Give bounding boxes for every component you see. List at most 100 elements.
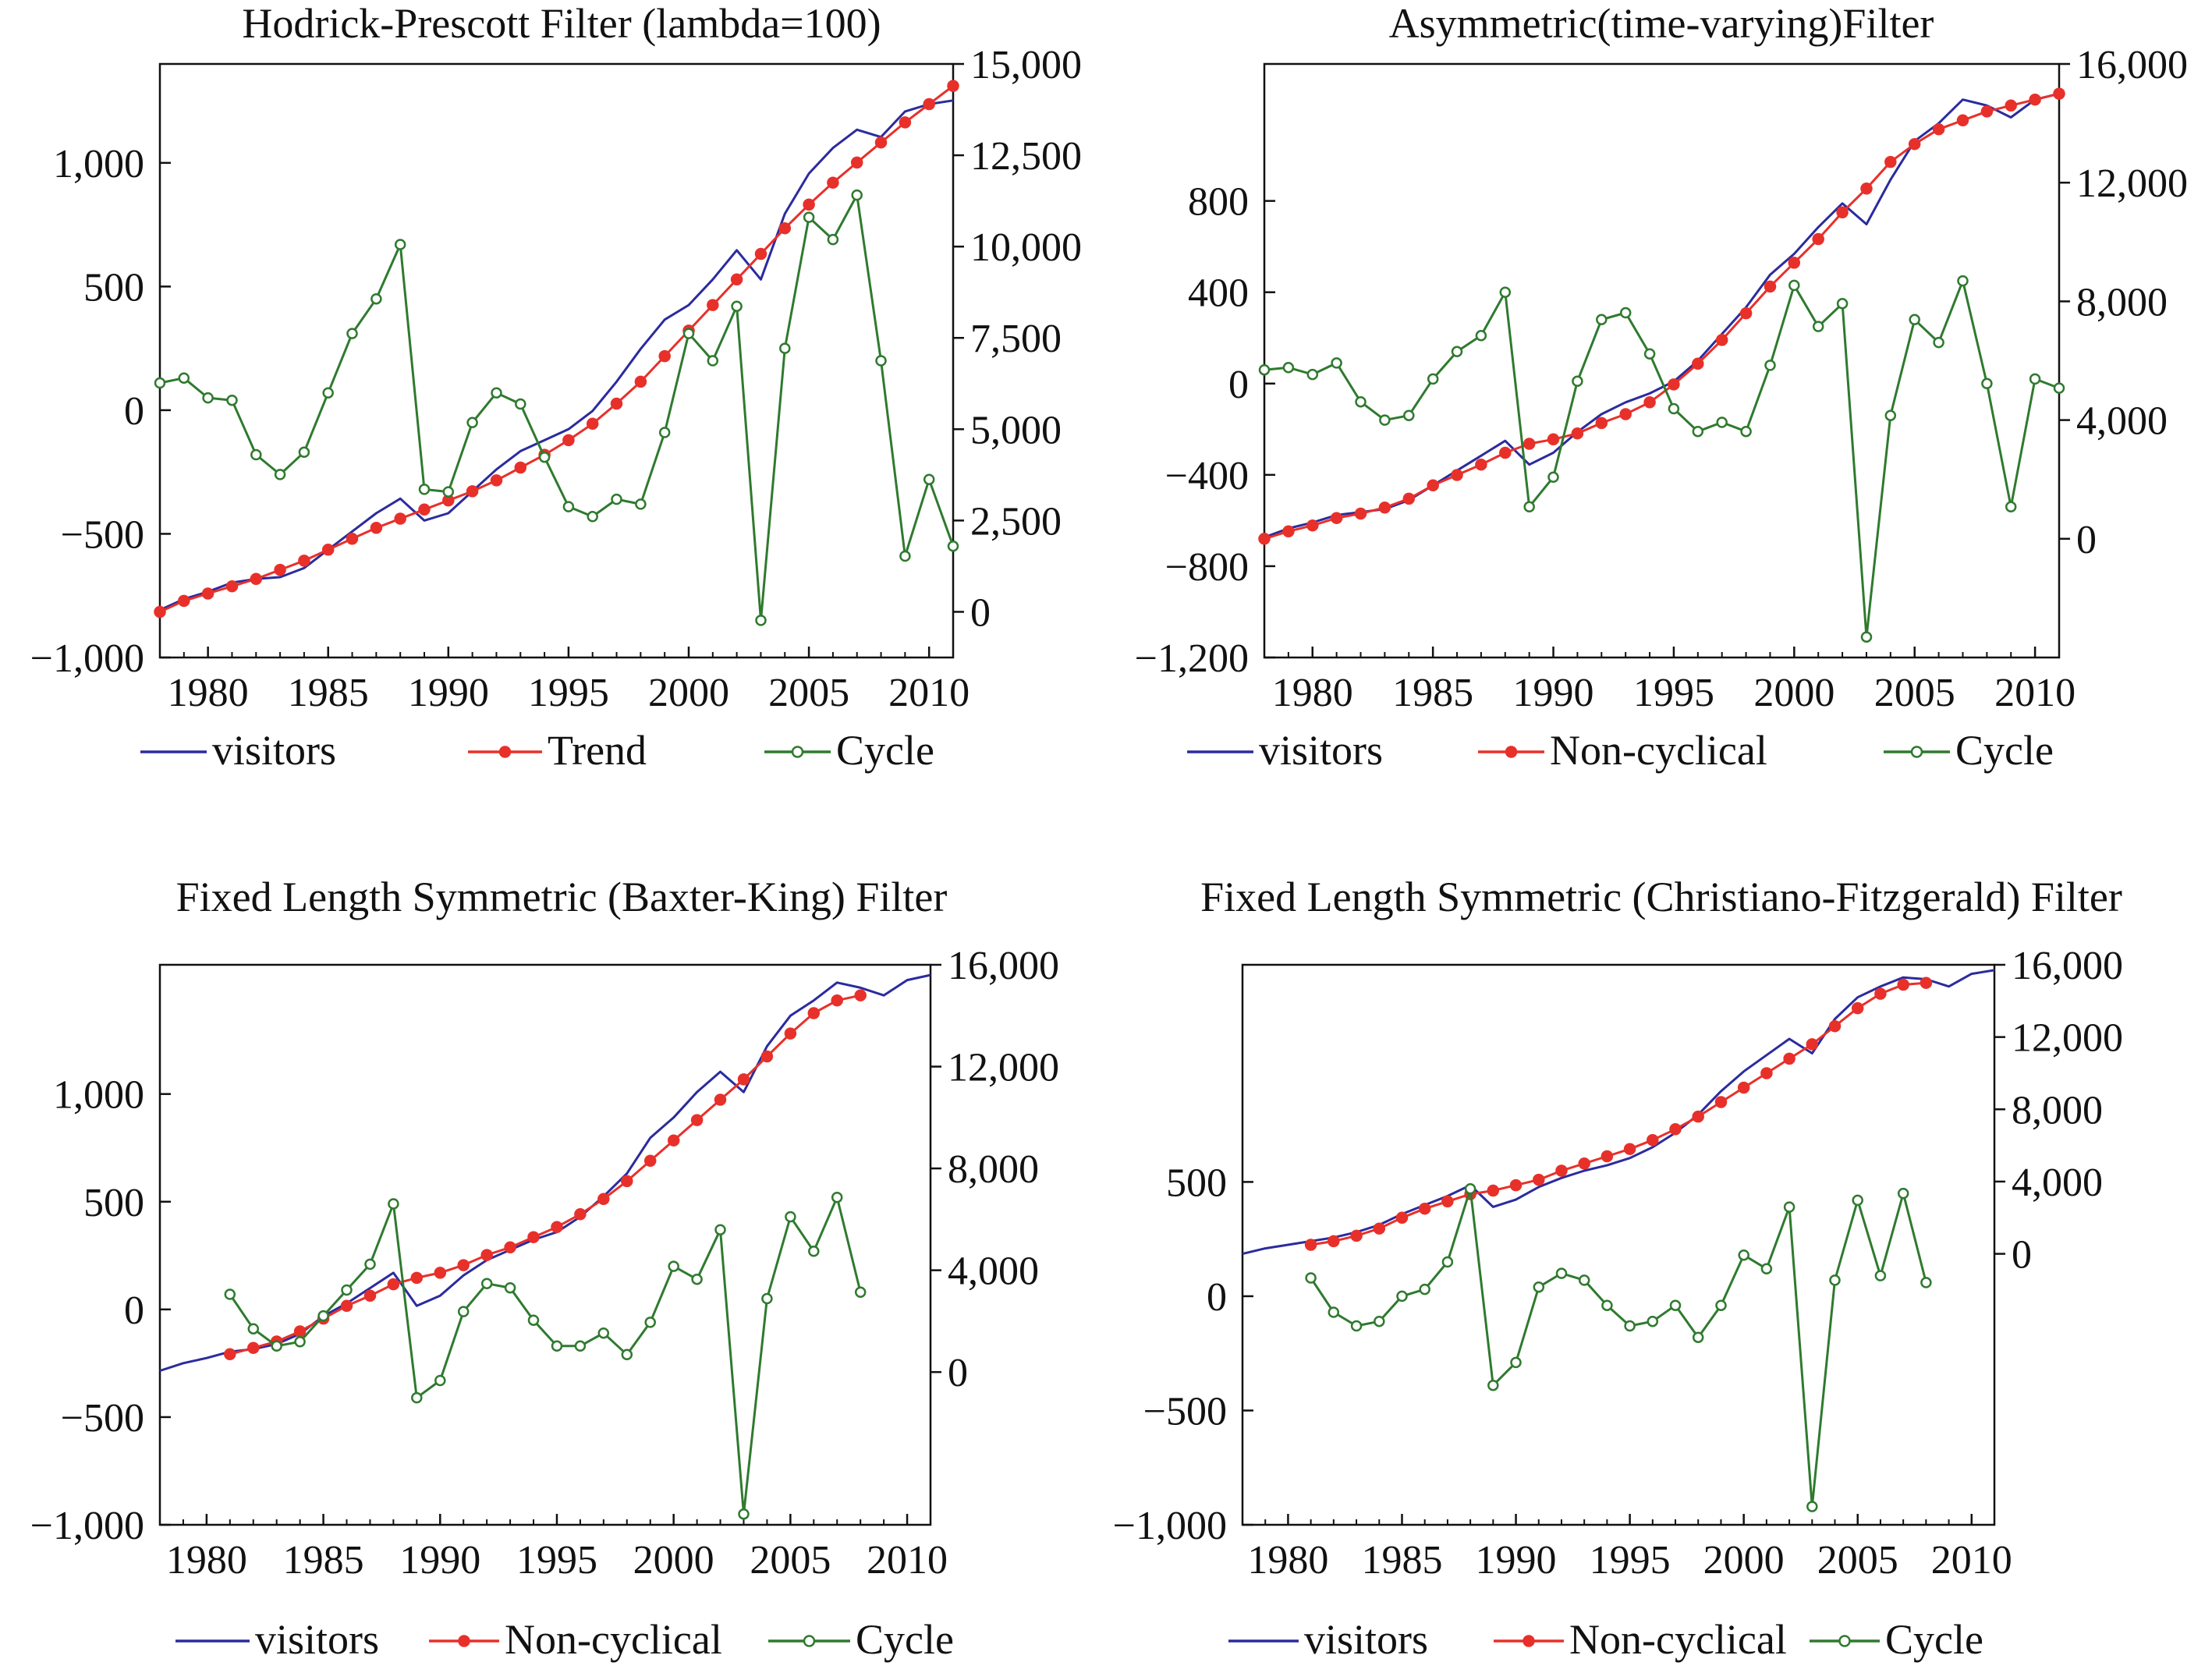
plot-frame <box>1263 62 2061 659</box>
data-point-non-cyclical <box>1806 1038 1819 1051</box>
data-point-cycle <box>2005 501 2017 513</box>
data-point-non-cyclical <box>1418 1202 1431 1215</box>
data-point-cycle <box>1475 330 1487 342</box>
series-line-cycle <box>229 1196 862 1515</box>
data-point-cycle <box>755 615 767 626</box>
data-point-cycle <box>411 1391 423 1404</box>
data-point-cycle <box>388 1198 399 1210</box>
data-point-non-cyclical <box>224 1348 236 1361</box>
data-point-non-cyclical <box>1350 1229 1363 1242</box>
data-point-cycle <box>394 239 406 250</box>
data-point-cycle <box>785 1210 796 1223</box>
data-point-cycle <box>1258 363 1271 376</box>
legend-marker-non-cyclical <box>458 1635 470 1647</box>
data-point-cycle <box>803 211 815 223</box>
legend-label-visitors: visitors <box>255 1616 379 1663</box>
data-point-cycle <box>1533 1281 1545 1293</box>
data-point-non-cyclical <box>480 1249 493 1261</box>
data-point-cycle <box>1379 414 1391 426</box>
data-point-cycle <box>274 469 286 480</box>
data-point-cycle <box>738 1508 750 1520</box>
x-tick-label: 1995 <box>516 1538 597 1583</box>
data-point-non-cyclical <box>1282 525 1295 538</box>
data-point-non-cyclical <box>2053 87 2065 100</box>
data-point-trend <box>346 533 359 545</box>
data-point-cycle <box>1441 1256 1454 1268</box>
data-point-non-cyclical <box>1547 433 1560 446</box>
x-tick-label: 1995 <box>528 671 609 715</box>
plot-frame <box>158 963 932 1526</box>
data-point-cycle <box>1692 1331 1704 1343</box>
data-point-cycle <box>682 328 695 339</box>
data-point-cycle <box>271 1340 282 1352</box>
right-y-tick-label: 4,000 <box>948 1249 1039 1294</box>
data-point-trend <box>274 563 286 576</box>
data-point-cycle <box>1897 1187 1909 1200</box>
data-point-non-cyclical <box>1533 1173 1545 1186</box>
right-y-tick-label: 8,000 <box>2012 1088 2103 1132</box>
right-y-tick-label: 12,000 <box>2012 1016 2123 1061</box>
data-point-non-cyclical <box>1647 1133 1659 1147</box>
right-y-tick-label: 10,000 <box>970 225 1082 270</box>
data-point-non-cyclical <box>714 1093 727 1106</box>
right-y-tick-label: 5,000 <box>970 408 1062 452</box>
right-y-tick-label: 8,000 <box>2076 280 2168 324</box>
data-point-cycle <box>875 355 887 367</box>
data-point-cycle <box>808 1246 820 1257</box>
x-tick-label: 1990 <box>1513 671 1594 715</box>
data-point-trend <box>321 544 335 556</box>
data-point-cycle <box>635 498 647 510</box>
data-point-cycle <box>224 1288 236 1300</box>
legend-marker-non-cyclical <box>1505 746 1518 758</box>
data-point-trend <box>947 80 959 92</box>
data-point-cycle <box>1788 279 1800 292</box>
data-point-cycle <box>1355 395 1367 408</box>
left-y-tick-label: 800 <box>1188 180 1249 225</box>
data-point-cycle <box>1510 1356 1522 1369</box>
series-line-cycle <box>159 193 955 622</box>
data-point-non-cyclical <box>1499 446 1512 459</box>
series-line-cycle <box>1264 279 2060 639</box>
data-point-cycle <box>1884 409 1897 421</box>
data-point-cycle <box>1328 1306 1340 1318</box>
data-point-cycle <box>668 1260 679 1272</box>
data-point-trend <box>154 605 166 618</box>
data-point-cycle <box>574 1340 587 1352</box>
x-tick-label: 2005 <box>1817 1538 1898 1583</box>
left-y-tick-label: 1,000 <box>53 1073 144 1118</box>
data-point-trend <box>707 299 719 311</box>
data-point-non-cyclical <box>1475 458 1487 471</box>
data-point-non-cyclical <box>293 1325 307 1338</box>
data-point-cycle <box>854 1286 867 1299</box>
left-y-tick-label: 0 <box>1207 1275 1227 1320</box>
data-point-cycle <box>1374 1315 1385 1327</box>
right-y-tick-label: 8,000 <box>948 1147 1039 1192</box>
data-point-cycle <box>294 1336 306 1348</box>
data-point-cycle <box>1715 1299 1727 1311</box>
left-y-tick-label: −500 <box>61 1396 144 1441</box>
left-y-tick-label: 500 <box>83 1181 144 1225</box>
data-point-cycle <box>1487 1379 1499 1391</box>
right-y-tick-label: 15,000 <box>970 43 1082 87</box>
x-tick-label: 1985 <box>1361 1538 1442 1583</box>
data-point-cycle <box>1860 631 1873 643</box>
data-point-non-cyclical <box>1897 978 1909 991</box>
data-point-cycle <box>1403 409 1415 421</box>
plot-frame <box>1241 963 1996 1526</box>
series-line-non-cyclical <box>1264 92 2060 541</box>
data-point-cycle <box>779 342 791 354</box>
data-point-trend <box>634 375 647 388</box>
x-tick-label: 1980 <box>1247 1538 1328 1583</box>
data-point-non-cyclical <box>1306 519 1319 532</box>
series-line-visitors <box>1264 92 2060 539</box>
left-y-tick-label: 500 <box>1166 1161 1227 1205</box>
data-point-cycle <box>597 1327 610 1339</box>
data-point-trend <box>778 222 792 235</box>
legend-label-visitors: visitors <box>1304 1616 1428 1663</box>
data-point-cycle <box>247 1323 260 1334</box>
right-y-tick-label: 7,500 <box>970 317 1062 361</box>
data-point-trend <box>923 97 935 111</box>
series-line-non-cyclical <box>1310 981 1927 1246</box>
data-point-non-cyclical <box>1692 1110 1704 1123</box>
data-point-cycle <box>827 233 839 246</box>
